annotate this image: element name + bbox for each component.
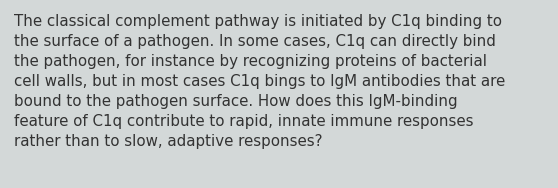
Text: The classical complement pathway is initiated by C1q binding to
the surface of a: The classical complement pathway is init… — [14, 14, 505, 149]
